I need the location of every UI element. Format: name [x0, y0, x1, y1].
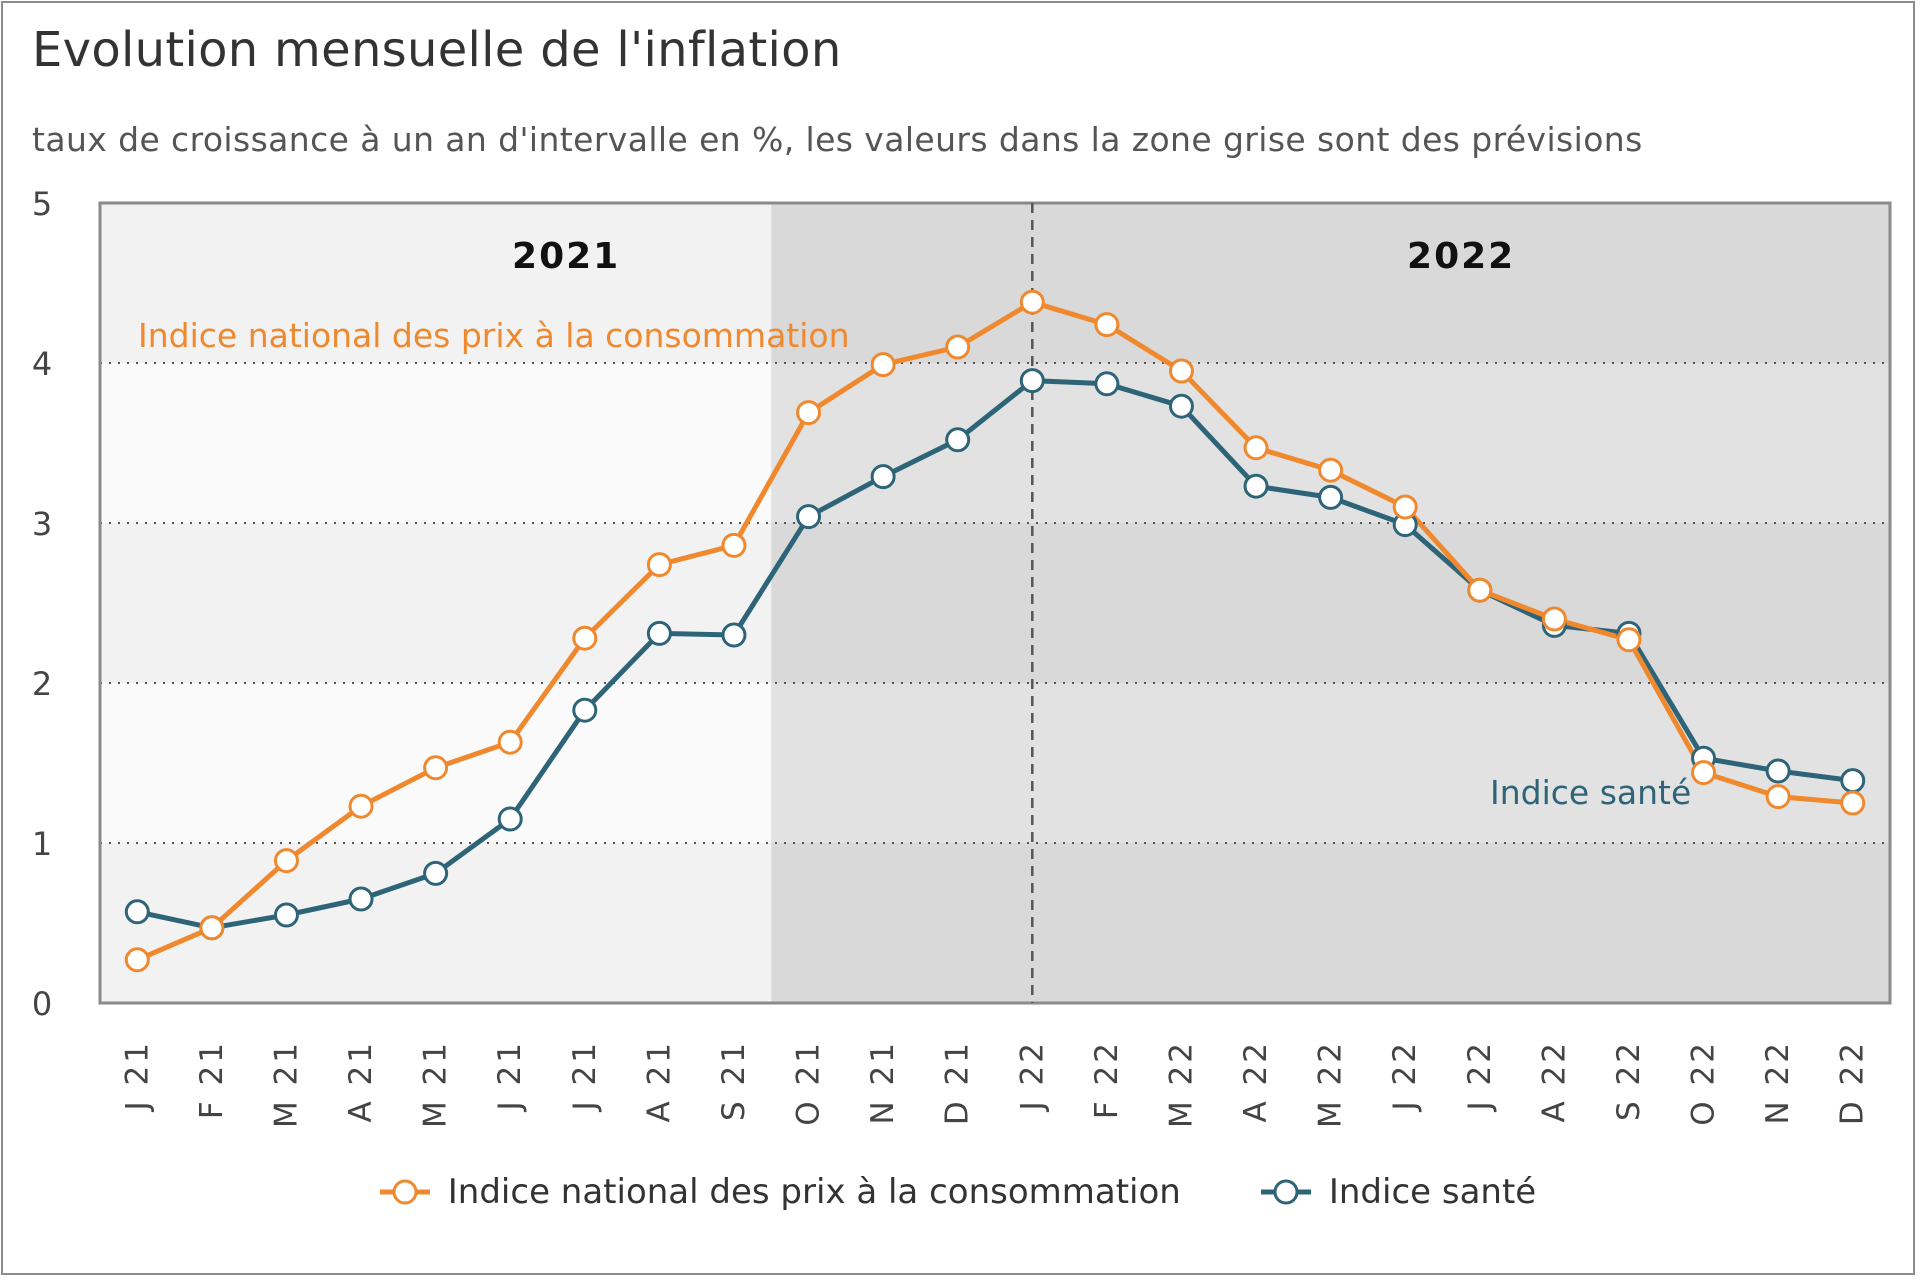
- legend-label-ipc: Indice national des prix à la consommati…: [447, 1172, 1181, 1212]
- x-tick-label: F 21: [194, 1040, 230, 1119]
- y-tick-label: 4: [32, 345, 52, 383]
- series-1-point: [796, 504, 822, 530]
- plot-border: [98, 201, 1892, 1005]
- x-tick-label: J 21: [492, 1040, 528, 1112]
- series-1-point: [423, 860, 449, 886]
- y-tick-label: 5: [32, 185, 52, 223]
- series-0-point: [1541, 606, 1567, 632]
- x-tick-label: A 22: [1238, 1040, 1274, 1123]
- y-tick-label: 2: [32, 665, 52, 703]
- x-tick-label: S 22: [1611, 1040, 1647, 1121]
- series-0-point: [273, 848, 299, 874]
- x-tick-label: A 21: [641, 1040, 677, 1123]
- y-tick-label: 1: [32, 825, 52, 863]
- series-0-point: [646, 552, 672, 578]
- series-0-point: [1094, 312, 1120, 338]
- forecast-band: [771, 203, 1890, 1003]
- series-0-point: [945, 334, 971, 360]
- series-1-point: [273, 902, 299, 928]
- series-1-point: [721, 622, 747, 648]
- series-0-point: [348, 793, 374, 819]
- chart-subtitle: taux de croissance à un an d'intervalle …: [32, 120, 1643, 159]
- series-0-point: [1243, 435, 1269, 461]
- series-1-point: [646, 620, 672, 646]
- series-1-point: [945, 427, 971, 453]
- x-tick-label: O 22: [1686, 1040, 1722, 1126]
- series-1-point: [348, 886, 374, 912]
- series-1-point: [1019, 368, 1045, 394]
- series-0-point: [1392, 494, 1418, 520]
- y-tick-label: 0: [32, 985, 52, 1023]
- chart-title: Evolution mensuelle de l'inflation: [32, 22, 842, 78]
- series-1-point: [1765, 758, 1791, 784]
- x-tick-label: J 22: [1462, 1040, 1498, 1112]
- series-1-point: [1318, 484, 1344, 510]
- x-tick-label: M 22: [1313, 1040, 1349, 1128]
- series-0-point: [1019, 289, 1045, 315]
- series-1-point: [870, 464, 896, 490]
- series-1-point: [572, 697, 598, 723]
- x-tick-label: F 22: [1089, 1040, 1125, 1119]
- x-tick-label: N 21: [865, 1040, 901, 1125]
- series-0-point: [124, 947, 150, 973]
- series-1-point: [1243, 473, 1269, 499]
- series-0-point: [1691, 760, 1717, 786]
- series-0-point: [1467, 577, 1493, 603]
- x-tick-label: A 22: [1536, 1040, 1572, 1123]
- legend-symbol-ipc: [379, 1179, 430, 1205]
- annotation-sante: Indice santé: [1490, 773, 1691, 812]
- annotation-ipc: Indice national des prix à la consommati…: [138, 316, 850, 355]
- series-0-point: [1318, 457, 1344, 483]
- legend-item-sante[interactable]: Indice santé: [1259, 1172, 1536, 1212]
- legend: Indice national des prix à la consommati…: [0, 1172, 1914, 1212]
- series-1-point: [1840, 768, 1866, 794]
- series-1-point: [124, 899, 150, 925]
- x-tick-label: J 21: [567, 1040, 603, 1112]
- series-0-point: [497, 729, 523, 755]
- series-0-point: [1840, 790, 1866, 816]
- x-tick-label: A 21: [343, 1040, 379, 1123]
- x-tick-label: J 22: [1014, 1040, 1050, 1112]
- x-tick-label: J 22: [1387, 1040, 1423, 1112]
- x-tick-label: S 21: [716, 1040, 752, 1121]
- series-line-1: [136, 378, 1854, 931]
- x-tick-label: N 22: [1760, 1040, 1796, 1125]
- series-0-point: [423, 755, 449, 781]
- series-0-point: [796, 400, 822, 426]
- series-1-point: [1168, 393, 1194, 419]
- x-tick-label: J 21: [119, 1040, 155, 1112]
- legend-label-sante: Indice santé: [1328, 1172, 1537, 1212]
- series-line-0: [136, 299, 1853, 963]
- series-0-point: [1616, 627, 1642, 653]
- x-tick-label: D 21: [940, 1040, 976, 1125]
- series-0-point: [1168, 358, 1194, 384]
- x-tick-label: D 22: [1835, 1040, 1871, 1125]
- x-tick-label: O 21: [791, 1040, 827, 1126]
- y-tick-label: 3: [32, 505, 52, 543]
- series-1-point: [1094, 371, 1120, 397]
- x-tick-label: M 22: [1163, 1040, 1199, 1128]
- actual-stripe-1: [100, 363, 772, 523]
- legend-symbol-sante: [1260, 1179, 1311, 1205]
- year-label-2021: 2021: [512, 236, 620, 277]
- series-0-point: [870, 352, 896, 378]
- x-tick-label: M 21: [418, 1040, 454, 1128]
- x-tick-label: M 21: [268, 1040, 304, 1128]
- series-0-point: [1765, 784, 1791, 810]
- legend-item-ipc[interactable]: Indice national des prix à la consommati…: [378, 1172, 1181, 1212]
- series-0-point: [721, 532, 747, 558]
- year-label-2022: 2022: [1407, 236, 1515, 277]
- series-0-point: [199, 915, 225, 941]
- series-0-point: [572, 625, 598, 651]
- series-1-point: [497, 806, 523, 832]
